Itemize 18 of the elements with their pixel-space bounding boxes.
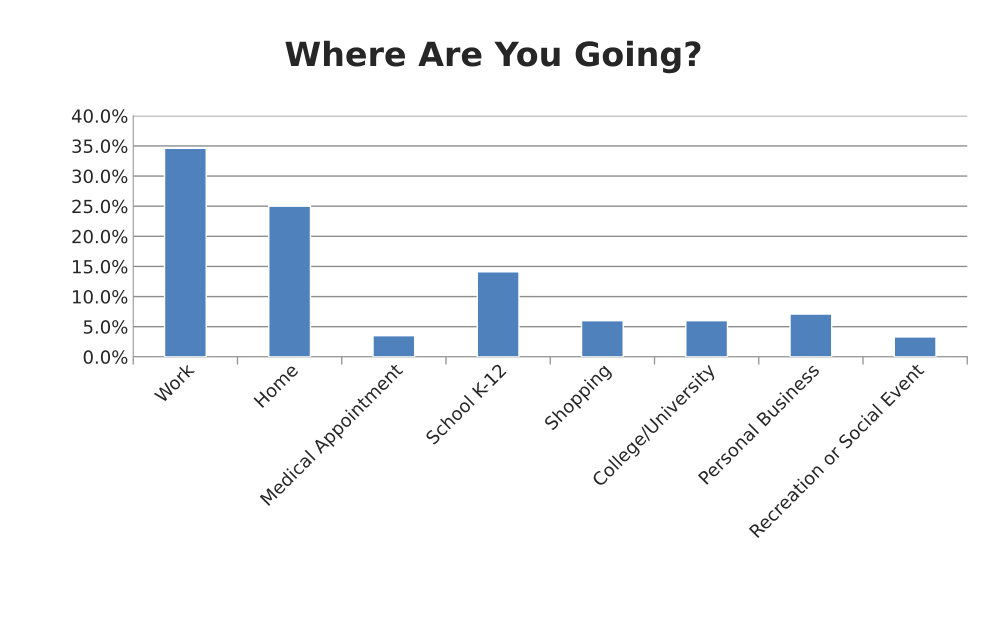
y-tick-label: 25.0% (72, 200, 128, 214)
bar (580, 320, 624, 357)
y-tick-label: 10.0% (73, 290, 128, 304)
y-tick-label: 0.0% (84, 350, 128, 364)
bar (894, 336, 937, 357)
y-tick-label: 35.0% (72, 139, 128, 154)
bar (164, 148, 207, 357)
bar (789, 313, 832, 357)
y-tick-label: 40.0% (72, 109, 128, 123)
bar (476, 271, 520, 357)
y-tick-label: 5.0% (84, 320, 128, 334)
y-tick-label: 30.0% (72, 170, 128, 184)
bar (685, 320, 728, 357)
chart-title: Where Are You Going? (285, 40, 700, 74)
y-tick-label: 20.0% (72, 230, 128, 244)
bar (268, 205, 312, 357)
y-tick-label: 15.0% (73, 260, 128, 274)
bar (372, 335, 416, 357)
